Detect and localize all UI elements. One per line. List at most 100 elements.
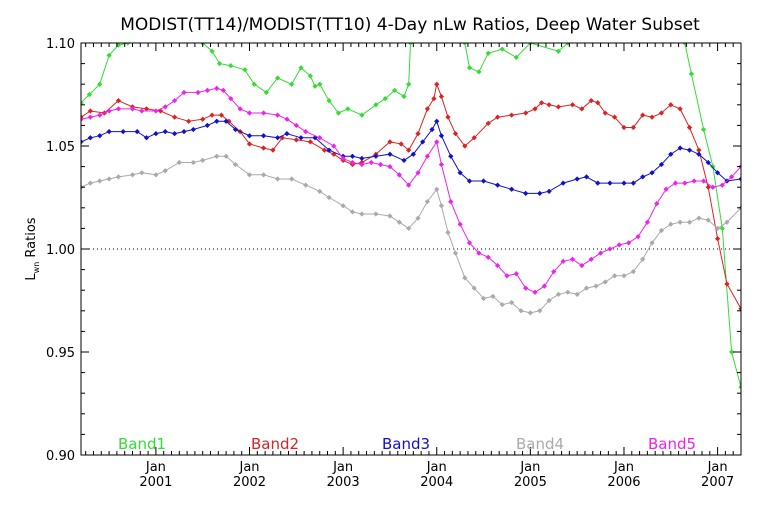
data-point-band1 [485, 50, 491, 56]
data-point-band3 [246, 133, 253, 139]
data-point-band4 [176, 159, 182, 166]
data-point-band2 [724, 281, 730, 287]
data-point-band5 [504, 273, 510, 279]
data-point-band4 [480, 295, 487, 302]
data-point-band2 [621, 124, 627, 131]
data-point-band4 [396, 219, 402, 225]
data-point-band3 [658, 161, 665, 168]
legend-label-band3: Band3 [382, 435, 430, 453]
data-point-band2 [532, 106, 538, 112]
data-point-band5 [729, 174, 735, 180]
data-point-band3 [134, 128, 140, 135]
data-point-band1 [216, 60, 223, 67]
data-point-band2 [714, 236, 721, 242]
data-point-band3 [214, 118, 220, 124]
data-point-band1 [373, 102, 379, 108]
x-tick-label-year: 2007 [701, 475, 734, 490]
data-point-band4 [223, 153, 229, 159]
y-axis-label: Lwn Ratios [24, 217, 41, 280]
data-point-band5 [513, 271, 519, 277]
data-point-band5 [448, 198, 454, 205]
data-point-band5 [644, 219, 651, 225]
data-point-band5 [260, 110, 267, 116]
data-point-band5 [466, 240, 473, 246]
data-point-band1 [312, 83, 318, 89]
data-point-band3 [509, 186, 515, 192]
data-point-band4 [153, 172, 159, 178]
legend-label-band5: Band5 [648, 435, 696, 453]
data-point-band4 [326, 194, 332, 201]
data-point-band5 [719, 182, 725, 188]
data-point-band3 [583, 174, 590, 180]
data-point-band3 [106, 128, 112, 135]
data-point-band1 [274, 75, 281, 81]
data-point-band5 [700, 178, 707, 184]
data-point-band2 [438, 93, 445, 100]
data-point-band4 [424, 198, 431, 205]
data-point-band5 [551, 269, 557, 275]
data-point-band5 [710, 184, 716, 190]
data-point-band1 [345, 106, 351, 112]
data-point-band2 [143, 106, 150, 112]
data-point-band1 [738, 384, 741, 390]
data-point-band1 [466, 65, 473, 71]
data-point-band5 [139, 108, 145, 114]
x-tick-label-year: 2005 [514, 475, 547, 490]
data-point-band5 [691, 178, 697, 184]
data-point-band2 [494, 114, 501, 120]
data-point-band3 [81, 139, 84, 145]
data-point-band4 [462, 275, 468, 281]
data-point-band4 [565, 289, 571, 295]
data-point-band1 [263, 89, 269, 96]
data-point-band5 [476, 250, 482, 256]
data-point-band1 [242, 67, 248, 73]
data-point-band2 [705, 184, 711, 190]
data-point-band4 [445, 229, 451, 236]
data-point-band4 [630, 269, 636, 275]
data-point-band5 [607, 246, 613, 252]
data-point-band2 [452, 131, 459, 137]
data-point-band2 [387, 139, 393, 145]
data-point-band3 [190, 126, 196, 133]
data-point-band1 [462, 43, 468, 46]
data-point-band2 [209, 112, 215, 118]
data-point-band3 [232, 126, 239, 133]
data-point-band1 [499, 46, 505, 52]
data-point-band1 [326, 98, 332, 104]
data-point-band3 [714, 170, 721, 176]
x-tick-label-month: Jan [332, 460, 353, 475]
x-tick-label-year: 2004 [420, 475, 453, 490]
data-point-band2 [579, 106, 585, 112]
data-point-band1 [307, 73, 313, 79]
data-point-band4 [349, 209, 356, 215]
data-point-band1 [228, 63, 234, 69]
data-point-band5 [204, 87, 211, 94]
data-point-band5 [97, 112, 103, 118]
data-point-band4 [289, 176, 295, 182]
data-point-band3 [480, 178, 487, 184]
data-point-band2 [649, 114, 655, 120]
data-point-band4 [387, 213, 393, 219]
data-point-band2 [445, 114, 451, 120]
data-point-band4 [583, 285, 590, 291]
data-point-band5 [274, 112, 281, 118]
series-line-band4 [81, 155, 741, 314]
data-point-band5 [616, 242, 622, 248]
data-point-band4 [537, 308, 543, 314]
data-point-band3 [223, 118, 229, 124]
legend-label-band1: Band1 [118, 435, 166, 453]
data-point-band4 [303, 182, 309, 188]
data-point-band2 [321, 147, 328, 153]
data-point-band5 [635, 234, 641, 240]
data-point-band3 [494, 182, 501, 188]
data-point-band5 [214, 85, 220, 91]
x-tick-label-month: Jan [145, 460, 166, 475]
data-point-band3 [97, 133, 103, 139]
plot-frame [80, 42, 742, 456]
data-point-band4 [415, 215, 421, 221]
data-point-band2 [186, 118, 192, 124]
data-point-band2 [434, 81, 440, 87]
data-point-band3 [284, 131, 290, 137]
plot-area [81, 43, 741, 390]
data-point-band5 [359, 161, 365, 168]
